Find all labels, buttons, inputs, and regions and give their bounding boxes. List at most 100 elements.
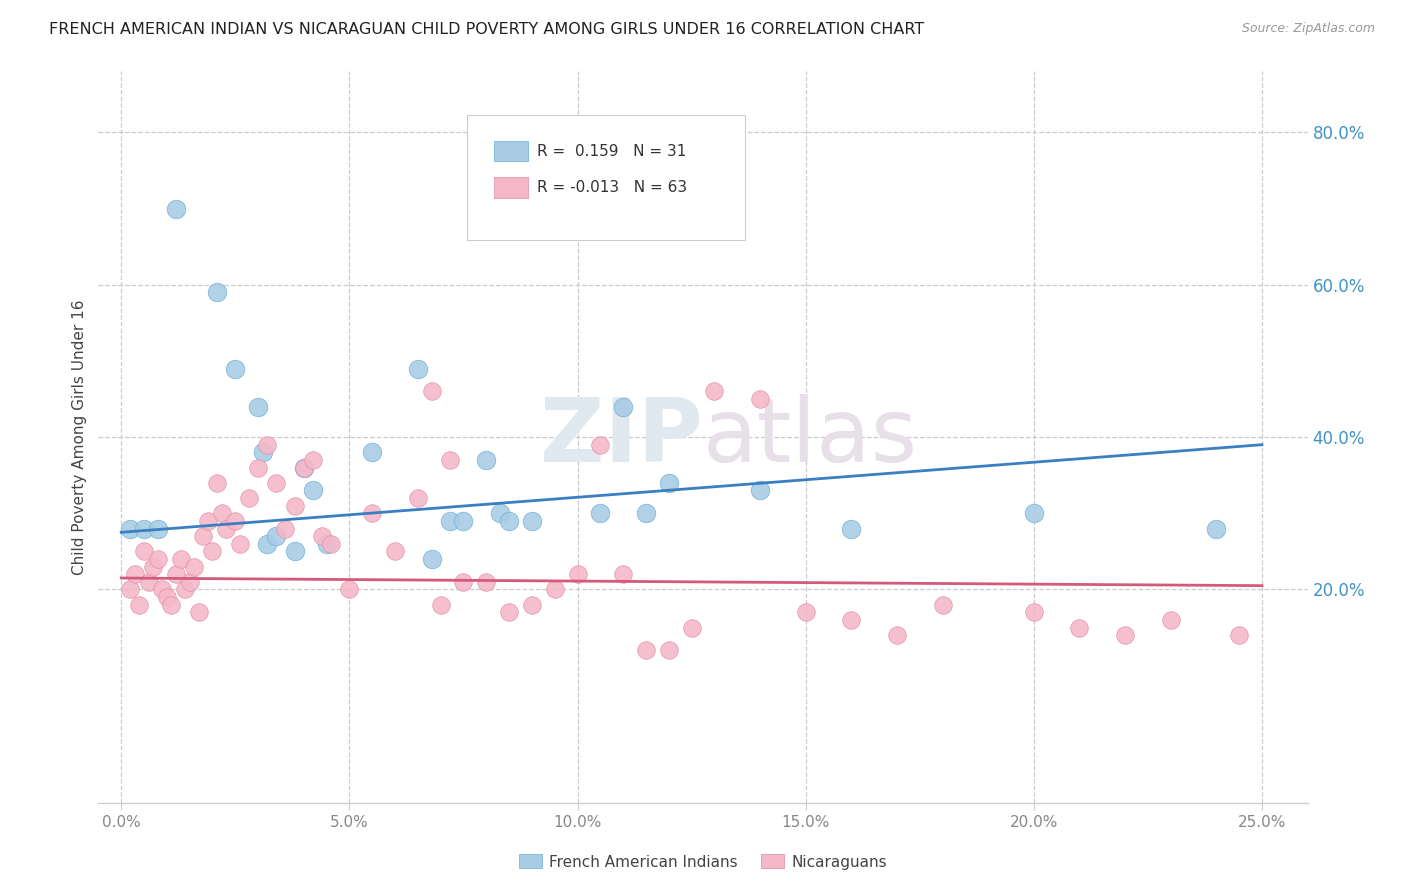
Point xyxy=(165,202,187,216)
Point xyxy=(224,514,246,528)
Text: R = -0.013   N = 63: R = -0.013 N = 63 xyxy=(537,180,688,195)
Point xyxy=(274,521,297,535)
Point xyxy=(520,514,543,528)
Point xyxy=(165,567,187,582)
Point xyxy=(146,521,169,535)
Point xyxy=(589,506,612,520)
Point xyxy=(1022,605,1045,619)
Point xyxy=(361,506,384,520)
Point xyxy=(634,643,657,657)
Point xyxy=(179,574,201,589)
Point xyxy=(931,598,953,612)
Point xyxy=(120,582,142,597)
Point xyxy=(215,521,238,535)
Text: Source: ZipAtlas.com: Source: ZipAtlas.com xyxy=(1241,22,1375,36)
Point xyxy=(658,643,681,657)
FancyBboxPatch shape xyxy=(494,141,527,161)
Point xyxy=(1114,628,1136,642)
Point xyxy=(311,529,333,543)
Point xyxy=(749,392,772,406)
Point xyxy=(420,384,443,399)
Point xyxy=(266,529,288,543)
Point xyxy=(302,453,325,467)
Text: R =  0.159   N = 31: R = 0.159 N = 31 xyxy=(537,144,686,159)
Point xyxy=(453,514,475,528)
Point xyxy=(406,361,429,376)
Point xyxy=(292,460,315,475)
Point xyxy=(302,483,325,498)
Point xyxy=(658,475,681,490)
Text: ZIP: ZIP xyxy=(540,393,703,481)
Point xyxy=(384,544,406,558)
Y-axis label: Child Poverty Among Girls Under 16: Child Poverty Among Girls Under 16 xyxy=(72,300,87,574)
Point xyxy=(256,438,278,452)
Point xyxy=(284,499,307,513)
Point xyxy=(132,544,155,558)
Point xyxy=(120,521,142,535)
Point xyxy=(439,514,461,528)
Point xyxy=(1160,613,1182,627)
Point xyxy=(142,559,165,574)
Point xyxy=(160,598,183,612)
Point xyxy=(489,506,512,520)
Point xyxy=(247,460,270,475)
Point xyxy=(475,453,498,467)
Point xyxy=(292,460,315,475)
Legend: French American Indians, Nicaraguans: French American Indians, Nicaraguans xyxy=(513,848,893,876)
Point xyxy=(124,567,146,582)
Point xyxy=(337,582,360,597)
Point xyxy=(544,582,567,597)
Point xyxy=(174,582,197,597)
Point xyxy=(205,475,228,490)
FancyBboxPatch shape xyxy=(467,115,745,240)
Point xyxy=(681,621,703,635)
Point xyxy=(453,574,475,589)
Point xyxy=(703,384,725,399)
Point xyxy=(211,506,233,520)
Point xyxy=(475,574,498,589)
Point xyxy=(794,605,817,619)
Point xyxy=(205,285,228,300)
Text: FRENCH AMERICAN INDIAN VS NICARAGUAN CHILD POVERTY AMONG GIRLS UNDER 16 CORRELAT: FRENCH AMERICAN INDIAN VS NICARAGUAN CHI… xyxy=(49,22,925,37)
Point xyxy=(1069,621,1091,635)
Point xyxy=(839,521,862,535)
Text: atlas: atlas xyxy=(703,393,918,481)
Point xyxy=(839,613,862,627)
Point xyxy=(321,537,343,551)
Point xyxy=(567,567,589,582)
Point xyxy=(256,537,278,551)
Point xyxy=(193,529,215,543)
Point xyxy=(156,590,179,604)
Point xyxy=(589,438,612,452)
Point xyxy=(886,628,908,642)
Point xyxy=(238,491,260,505)
Point xyxy=(187,605,209,619)
Point xyxy=(315,537,337,551)
Point xyxy=(634,506,657,520)
Point xyxy=(252,445,274,459)
Point xyxy=(498,605,520,619)
Point xyxy=(749,483,772,498)
Point xyxy=(1205,521,1227,535)
Point xyxy=(183,559,205,574)
Point xyxy=(224,361,246,376)
Point xyxy=(138,574,160,589)
Point xyxy=(520,598,543,612)
Point xyxy=(612,567,634,582)
Point xyxy=(247,400,270,414)
Point xyxy=(128,598,150,612)
Point xyxy=(284,544,307,558)
Point xyxy=(1227,628,1250,642)
Point xyxy=(197,514,219,528)
Point xyxy=(498,514,520,528)
Point xyxy=(229,537,252,551)
Point xyxy=(201,544,224,558)
Point xyxy=(150,582,173,597)
Point xyxy=(406,491,429,505)
Point xyxy=(266,475,288,490)
Point xyxy=(361,445,384,459)
Point xyxy=(612,400,634,414)
Point xyxy=(439,453,461,467)
Point xyxy=(132,521,155,535)
FancyBboxPatch shape xyxy=(494,178,527,198)
